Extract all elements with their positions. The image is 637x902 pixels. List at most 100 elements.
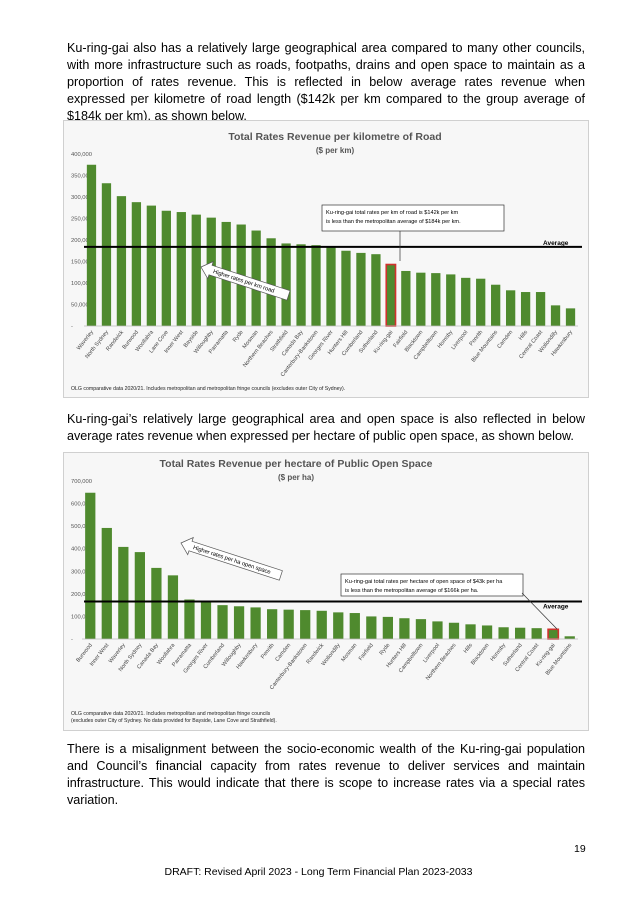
bar: [176, 212, 186, 326]
y-tick-label: 400,000: [71, 152, 92, 158]
arrow-shape: [200, 260, 291, 301]
average-label: Average: [543, 240, 569, 247]
bar: [461, 277, 471, 326]
y-tick-label: 100,000: [71, 281, 92, 287]
bar: [401, 270, 411, 326]
bar: [281, 243, 291, 326]
bar: [151, 567, 162, 639]
y-tick-label: 350,000: [71, 174, 92, 180]
y-tick-label: 400,000: [71, 547, 92, 553]
bar: [481, 625, 493, 639]
page-footer: DRAFT: Revised April 2023 - Long Term Fi…: [164, 866, 473, 878]
y-tick-label: 50,000: [71, 303, 89, 309]
x-tick-label: Fairfield: [358, 643, 375, 662]
bar: [200, 602, 212, 639]
callout-box: [321, 204, 505, 232]
chart-footnote: OLG comparative data 2020/21. Includes m…: [71, 386, 345, 393]
bar: [356, 252, 366, 326]
open-space-paragraph: Ku-ring-gai’s relatively large geographi…: [67, 412, 585, 443]
callout-box: [340, 573, 524, 597]
x-tick-label: Ryde: [232, 330, 245, 344]
rates-per-ha-open-space-chart: Total Rates Revenue per hectare of Publi…: [63, 452, 589, 731]
bar: [333, 612, 344, 639]
chart-footnote: OLG comparative data 2020/21. Includes m…: [71, 711, 277, 725]
page-number: 19: [574, 843, 586, 855]
bar: [146, 205, 157, 326]
chart-footnote-line: OLG comparative data 2020/21. Includes m…: [71, 386, 346, 392]
x-tick-label: Mosman: [340, 643, 358, 664]
bar: [131, 202, 142, 326]
chart-footnote-line: OLG comparative data 2020/21. Includes m…: [71, 711, 271, 717]
x-tick-label: Ryde: [379, 643, 392, 657]
chart-title: Total Rates Revenue per hectare of Publi…: [160, 458, 433, 470]
bar: [184, 599, 195, 639]
bar: [531, 628, 542, 639]
bar: [311, 245, 321, 326]
bar: [217, 605, 228, 639]
chart-canvas: Total Rates Revenue per hectare of Publi…: [71, 458, 582, 691]
bar: [564, 636, 575, 639]
average-label: Average: [543, 604, 569, 611]
bar: [515, 627, 526, 639]
intro-paragraph: Ku-ring-gai also has a relatively large …: [67, 41, 585, 123]
y-tick-label: 250,000: [71, 217, 92, 223]
bar: [101, 527, 112, 639]
x-tick-label: Hills: [518, 329, 529, 341]
bar: [296, 244, 306, 326]
y-tick-label: 600,000: [71, 502, 92, 508]
y-tick-label: 150,000: [71, 260, 92, 266]
bar: [565, 308, 576, 326]
bar: [446, 274, 456, 326]
bar: [191, 214, 201, 326]
bar: [300, 610, 311, 639]
y-tick-label: 200,000: [71, 238, 92, 244]
bar: [520, 292, 531, 326]
bar: [233, 606, 245, 639]
bar: [101, 183, 112, 326]
bar: [382, 616, 393, 639]
x-tick-label: Hills: [463, 642, 474, 654]
bar: [498, 627, 509, 639]
conclusion-paragraph: There is a misalignment between the soci…: [67, 742, 585, 807]
bar: [476, 278, 486, 326]
bar: [116, 196, 127, 326]
arrow-shape: [180, 536, 283, 581]
bar: [366, 616, 377, 639]
x-tick-label: Northern Beaches: [425, 642, 458, 681]
bar: [415, 619, 427, 639]
rates-per-km-road-chart: Total Rates Revenue per kilometre of Roa…: [63, 120, 589, 398]
bar: [326, 246, 336, 326]
callout-text: Ku-ring-gai total rates per km of road i…: [326, 210, 458, 216]
y-tick-label: 200,000: [71, 592, 92, 598]
callout-text: is less than the metropolitan average of…: [345, 588, 479, 594]
bar: [86, 164, 97, 326]
callout-text: is less than the metropolitan average of…: [326, 219, 461, 225]
bar: [118, 546, 129, 639]
y-tick-label: -: [71, 637, 73, 643]
chart-footnote-line: (excludes outer City of Sydney. No data …: [71, 718, 277, 724]
bar: [416, 272, 426, 326]
higher-rates-arrow: Higher rates per ha open space: [180, 536, 283, 581]
chart-title: Total Rates Revenue per kilometre of Roa…: [228, 131, 441, 143]
bar: [505, 290, 516, 326]
arrow-label: Higher rates per ha open space: [192, 545, 271, 576]
y-tick-label: 500,000: [71, 524, 92, 530]
bar: [134, 552, 145, 639]
callout-leader: [521, 592, 558, 630]
chart-canvas: Total Rates Revenue per kilometre of Roa…: [71, 131, 582, 378]
bar: [448, 622, 460, 639]
highlight-bar: [547, 628, 560, 640]
bar: [251, 230, 261, 326]
bar: [316, 610, 327, 639]
bar: [266, 238, 276, 326]
bar: [161, 210, 171, 326]
y-tick-label: 700,000: [71, 479, 92, 485]
bar: [349, 613, 360, 639]
chart-subtitle: ($ per km): [316, 146, 355, 155]
bar: [267, 609, 278, 639]
highlight-bar: [385, 263, 397, 327]
bar: [167, 575, 179, 639]
bar: [283, 609, 294, 639]
bar: [465, 624, 476, 639]
bar: [432, 621, 443, 639]
